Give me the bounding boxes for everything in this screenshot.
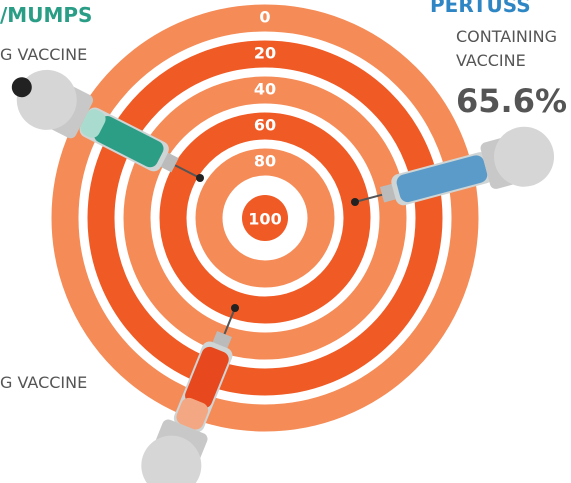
caption: G VACCINE bbox=[0, 45, 87, 64]
caption: G VACCINE bbox=[0, 373, 87, 392]
caption: VACCINE bbox=[456, 51, 526, 70]
ring-label: 60 bbox=[254, 116, 276, 135]
tip bbox=[351, 198, 359, 206]
infographic: 0 20 40 60 80 100 /MUMPS G VACCINE PERTUSS CO… bbox=[0, 0, 571, 483]
caption: CONTAINING bbox=[456, 27, 557, 46]
tip bbox=[231, 304, 239, 312]
value: 65.6% bbox=[456, 82, 567, 120]
ring-label: 80 bbox=[254, 152, 276, 171]
title: /MUMPS bbox=[0, 3, 92, 27]
ring-label: 100 bbox=[248, 210, 281, 229]
tip bbox=[196, 174, 204, 182]
ring-label: 0 bbox=[259, 8, 270, 27]
ring-label: 40 bbox=[254, 80, 276, 99]
ring-label: 20 bbox=[254, 44, 276, 63]
title: PERTUSS bbox=[430, 0, 531, 17]
page: {"labels": {"top_left_title": "/MUMPS", … bbox=[0, 0, 571, 483]
